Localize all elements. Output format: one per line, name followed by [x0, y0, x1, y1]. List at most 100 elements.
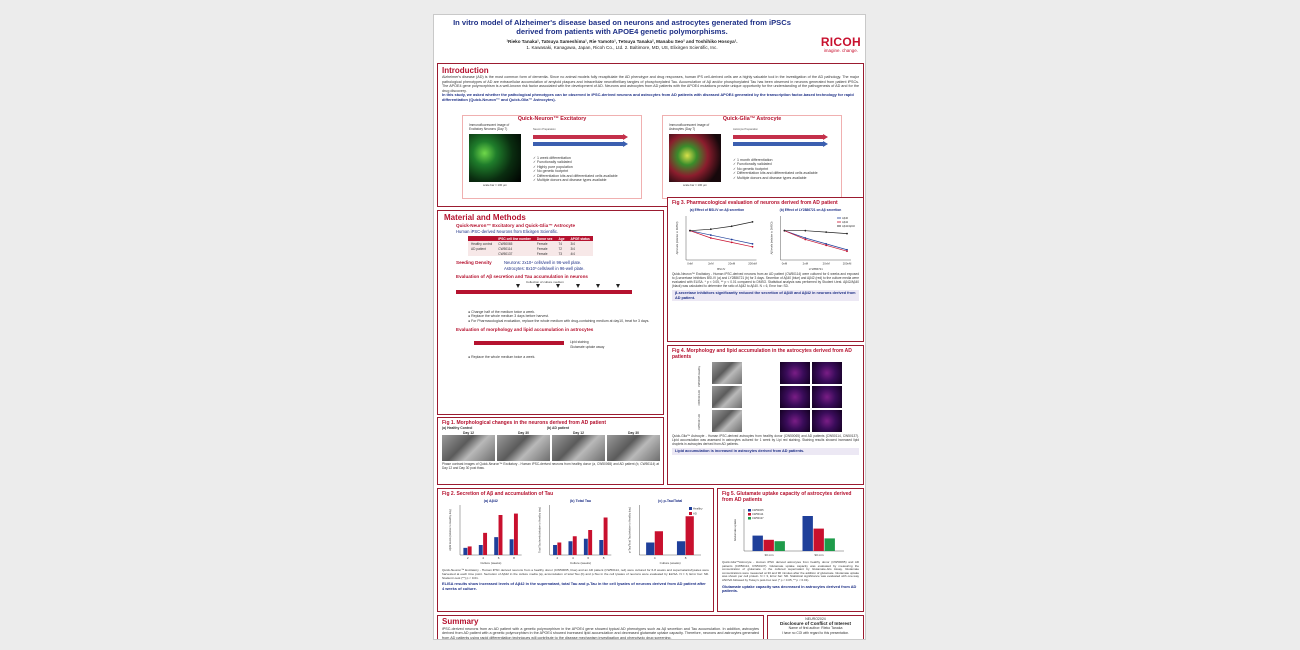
- neuron-check: ✓ Differentiation kits and differentiate…: [533, 173, 618, 178]
- series-line: [784, 230, 848, 252]
- arrow-down-icon: [596, 284, 600, 288]
- fig2-section: Fig 2. Secretion of Aβ and accumulation …: [437, 488, 714, 612]
- astro-check: ✓ Multiple donors and disease types avai…: [733, 175, 807, 180]
- poster: In vitro model of Alzheimer's disease ba…: [433, 14, 866, 640]
- neuron-checklist: ✓ 1 week differentiation ✓ Functionally …: [533, 156, 639, 182]
- affiliations: 1. Kawasaki, Kanagawa, Japan, Ricoh Co.,…: [526, 45, 718, 50]
- bar: [509, 539, 514, 555]
- bar: [483, 532, 488, 555]
- intro-highlight: In this study, we asked whether the path…: [442, 92, 854, 102]
- intro-title: Introduction: [442, 66, 489, 75]
- fig1-label-a: (a) Healthy Control: [442, 426, 473, 430]
- data-point: [846, 250, 848, 253]
- tick-label: 8: [685, 556, 687, 560]
- data-point: [709, 228, 712, 231]
- coi-event: NEURO2024: [805, 617, 826, 621]
- seeding-label: Seeding Density: [456, 260, 492, 265]
- neuron-fluorescence-image: [469, 134, 521, 182]
- table-header-row: iPSC cell line number Donor sex Age APOE…: [468, 236, 593, 241]
- bar: [583, 538, 588, 555]
- astro-img-caption: Immunofluorescent image of Astrocytes (D…: [669, 123, 710, 131]
- fig1-images: Day 12 Day 30 Day 12 Day 30: [442, 431, 660, 461]
- fig4-highlight: Lipid accumulation is increased in astro…: [672, 448, 859, 455]
- poster-title: In vitro model of Alzheimer's disease ba…: [442, 18, 802, 36]
- fig5-section: Fig 5. Glutamate uptake capacity of astr…: [717, 488, 864, 612]
- fig2-chart: (a) Aβ42 Aβ42 levels (relative to Healthy…: [448, 499, 703, 565]
- lipid-image: [780, 410, 810, 432]
- fig3-panel-b-label: (b) Effect of LY2886721 on Aβ secretion: [779, 208, 842, 212]
- data-point: [804, 229, 807, 232]
- table-header: APOE status: [567, 236, 593, 241]
- note-item: ● Change half of the medium twice a week…: [468, 310, 536, 314]
- series-line: [689, 230, 753, 245]
- astro-check: ✓ No genetic footprint: [733, 166, 769, 171]
- bar: [494, 537, 499, 555]
- methods-sub1: Quick-Neuron™ Excitatory and Quick-Glia™…: [456, 223, 576, 228]
- phase-image: [552, 435, 605, 461]
- fig3-chart: Aβ levels (relative to DMSO) BSI-IV 0nM 2nM…: [675, 216, 855, 271]
- fig1-caption: Phase contrast images of Quick-Neuron™ E…: [442, 462, 659, 470]
- x-axis-label: Culture (weeks): [480, 561, 501, 565]
- table-row: Healthy control CW50065 Female 74 3/4: [468, 241, 593, 246]
- coi-name: Name of first author: Rieko Tanaka: [788, 626, 843, 630]
- fig1-panel: Day 12: [552, 431, 605, 461]
- x-axis-label: Culture (weeks): [570, 561, 591, 565]
- data-point: [730, 241, 733, 244]
- fig1-panel: Day 12: [442, 431, 495, 461]
- bar: [654, 531, 663, 555]
- y-axis-label: p-Tau/Total Tau (relative to Healthy day…: [627, 507, 631, 553]
- legend-label: Aβ42: [842, 220, 849, 224]
- bar: [599, 540, 604, 555]
- logo-text: RICOH: [820, 35, 861, 49]
- astro-check: ✓ Differentiation kits and differentiate…: [733, 171, 818, 176]
- data-point: [730, 225, 733, 228]
- tick-label: 2nM: [708, 262, 714, 266]
- fig2-title: Fig 2. Secretion of Aβ and accumulation …: [442, 491, 554, 497]
- tick-label: 4: [654, 556, 656, 560]
- tick-label: 4: [572, 556, 574, 560]
- bar: [646, 542, 655, 555]
- arrow-down-icon: [556, 284, 560, 288]
- coi-section: NEURO2024 Disclosure of Conflict of Inte…: [767, 615, 864, 639]
- data-point: [730, 238, 733, 241]
- legend-label: CW50114: [752, 512, 764, 516]
- fig1-panel: Day 30: [607, 431, 660, 461]
- data-point: [804, 237, 807, 239]
- fig3-panel-a-label: (a) Effect of BSI-IV on Aβ secretion: [689, 208, 745, 212]
- y-axis-label: Aβ levels (relative to DMSO): [770, 221, 774, 254]
- series-line: [689, 221, 753, 232]
- coi-statement: I have no COI with regard to this presen…: [781, 631, 850, 635]
- seeding-neurons: Neurons: 2x10⁴ cells/well in 96-well pla…: [504, 260, 582, 265]
- fig2-caption: Quick-Neuron™ Excitatory - Human iPSC de…: [442, 568, 709, 580]
- data-point: [751, 242, 754, 245]
- astro-fluorescence-image: [669, 134, 721, 182]
- authors: ¹Rieko Tanaka¹, Tatsuya Sameshima¹, Rie …: [506, 39, 738, 44]
- fig1-section: Fig 1. Morphological changes in the neur…: [437, 417, 664, 485]
- astro-timeline: Lipid staining Glutamate uptake assay: [474, 333, 657, 355]
- tick-label: 200nM: [748, 262, 757, 266]
- methods-sub2: Evaluation of Aβ secretion and Tau accum…: [456, 274, 588, 279]
- fig4-row-label: CW50065 Healthy: [698, 366, 701, 388]
- lipid-image: [780, 386, 810, 408]
- tick-label: 4: [482, 556, 484, 560]
- neuron-panel-title: Quick-Neuron™ Excitatory: [517, 116, 587, 122]
- series-line: [784, 230, 848, 251]
- x-axis-label: LY2886721: [809, 267, 824, 271]
- neuron-timeline-notes: ● Change half of the medium twice a week…: [468, 310, 657, 323]
- neuron-protocol-diagram: Neuron Preparation: [533, 128, 633, 152]
- neuron-check: ✓ Multiple donors and disease types avai…: [533, 178, 607, 183]
- timeline-bar: [456, 290, 632, 294]
- legend-swatch: [748, 517, 751, 520]
- arrow-down-icon: [576, 284, 580, 288]
- bar: [774, 541, 785, 551]
- data-point: [751, 245, 754, 248]
- fig3-section: Fig 3. Pharmacological evaluation of neu…: [667, 197, 864, 342]
- data-point: [709, 237, 712, 239]
- astro-check: ✓ Functionally validated: [733, 162, 772, 167]
- lipid-image: [812, 410, 842, 432]
- fig4-section: Fig 4. Morphology and lipid accumulation…: [667, 345, 864, 485]
- tick-label: 0nM: [687, 262, 693, 266]
- methods-section: Material and Methods Quick-Neuron™ Excit…: [437, 210, 664, 415]
- fig3-highlight: β-secretase inhibitors significantly red…: [672, 290, 859, 302]
